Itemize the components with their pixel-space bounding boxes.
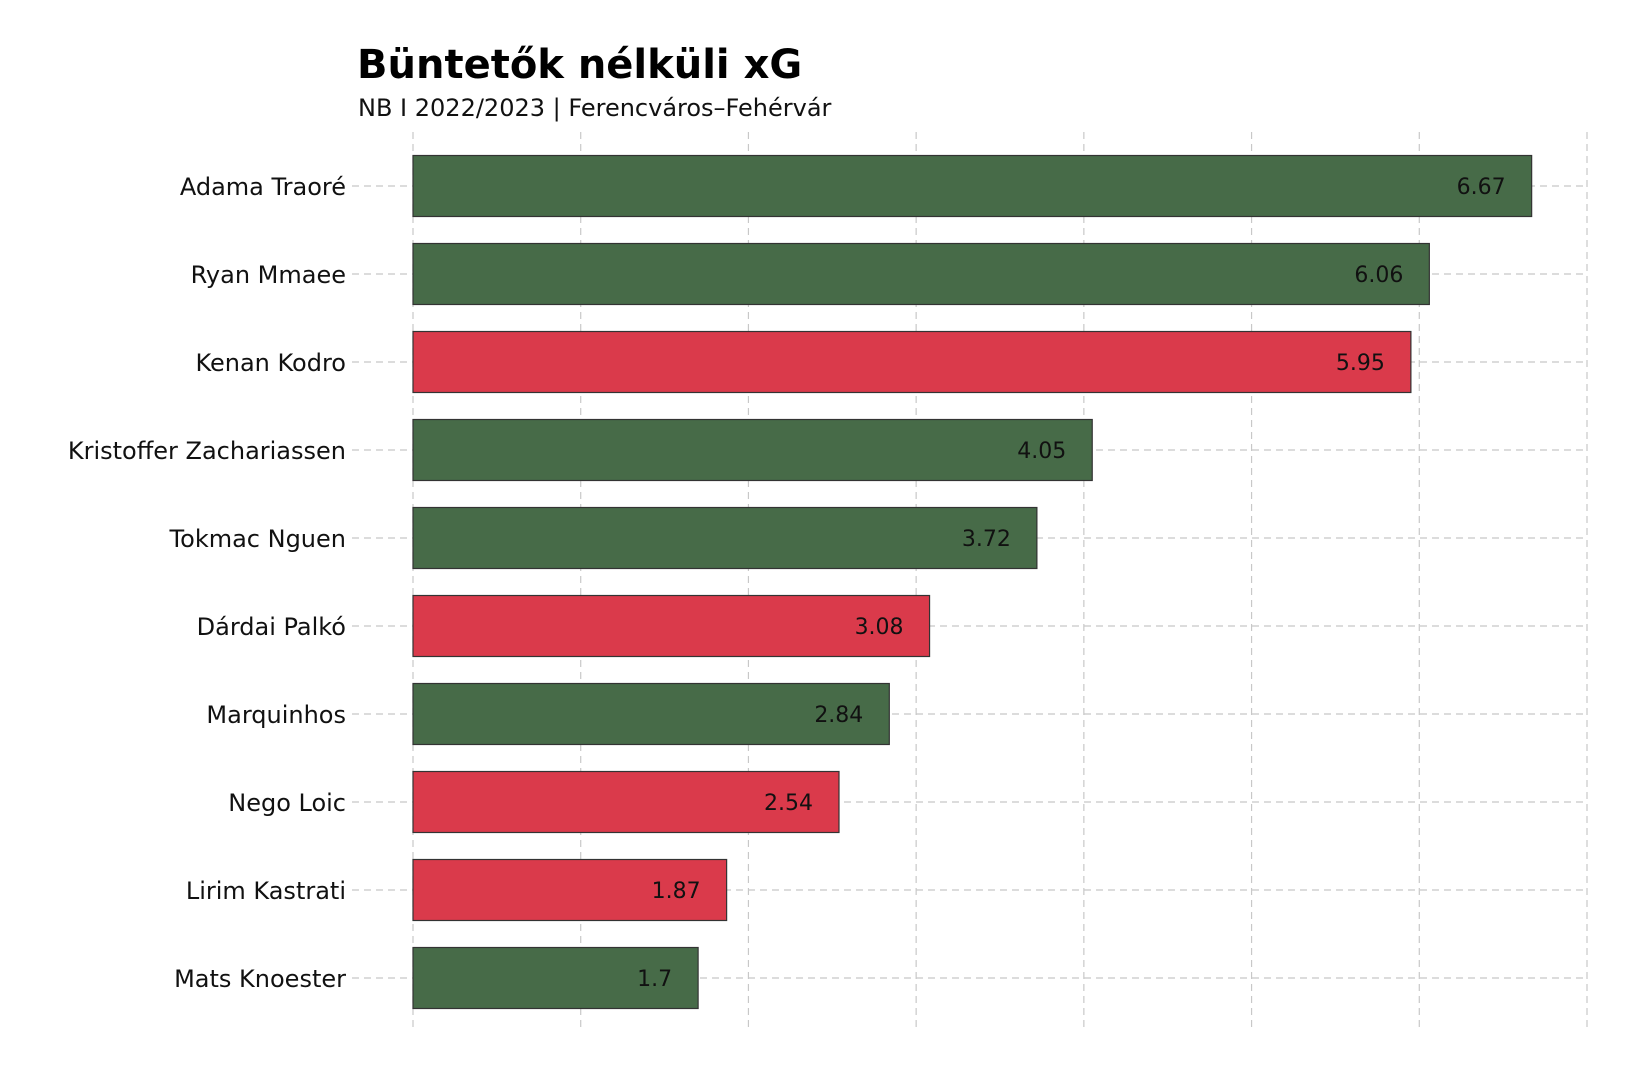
- value-label: 4.05: [1017, 439, 1066, 464]
- category-label: Kenan Kodro: [195, 349, 346, 377]
- bars: [412, 154, 1533, 1010]
- bar: [412, 418, 1093, 482]
- category-label: Marquinhos: [206, 701, 346, 729]
- bar: [412, 330, 1412, 394]
- value-label: 2.84: [814, 703, 863, 728]
- category-label: Nego Loic: [228, 789, 346, 817]
- category-label: Adama Traoré: [180, 173, 346, 201]
- chart-title: Büntetők nélküli xG: [357, 42, 803, 88]
- value-label: 3.08: [855, 615, 904, 640]
- bar: [412, 682, 890, 746]
- bar: [412, 770, 840, 834]
- value-label: 6.06: [1354, 263, 1403, 288]
- category-label: Lirim Kastrati: [186, 877, 346, 905]
- bar: [412, 506, 1038, 570]
- bar: [412, 594, 931, 658]
- value-label: 3.72: [962, 527, 1011, 552]
- bar: [412, 154, 1533, 218]
- bar: [412, 242, 1430, 306]
- bar: [412, 946, 699, 1010]
- value-label: 1.7: [637, 967, 672, 992]
- chart-subtitle: NB I 2022/2023 | Ferencváros–Fehérvár: [358, 94, 832, 122]
- value-label: 2.54: [764, 791, 813, 816]
- value-label: 5.95: [1336, 351, 1385, 376]
- value-label: 1.87: [652, 879, 701, 904]
- value-label: 6.67: [1457, 175, 1506, 200]
- category-label: Ryan Mmaee: [191, 261, 346, 289]
- category-label: Mats Knoester: [174, 965, 346, 993]
- category-label: Dárdai Palkó: [197, 613, 346, 641]
- category-label: Tokmac Nguen: [169, 525, 346, 553]
- bar: [412, 858, 728, 922]
- labels: 6.67 Adama Traoré 6.06 Ryan Mmaee 5.95 Kenan …: [68, 173, 1506, 993]
- category-label: Kristoffer Zachariassen: [68, 437, 346, 465]
